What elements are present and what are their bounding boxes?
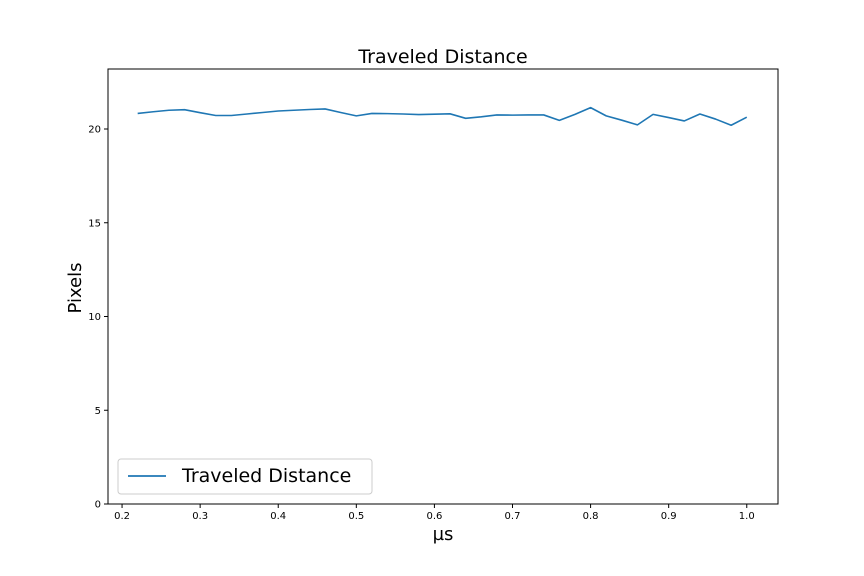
plot-frame [107, 68, 779, 505]
x-tick-label: 0.5 [348, 511, 364, 522]
x-tick-label: 0.3 [192, 511, 208, 522]
chart-title: Traveled Distance [357, 46, 527, 68]
x-tick-label: 0.4 [270, 511, 286, 522]
series-line [137, 106, 748, 127]
legend: Traveled Distance [117, 458, 373, 495]
x-axis-label: µs [433, 524, 454, 545]
y-axis-label: Pixels [65, 262, 86, 313]
x-axis: 0.2 0.3 0.4 0.5 0.6 0.7 0.8 0.9 1.0 [114, 504, 755, 522]
y-tick-label: 5 [95, 406, 101, 417]
y-tick-label: 10 [88, 312, 101, 323]
series-layer [137, 106, 748, 127]
x-tick-label: 0.6 [426, 511, 442, 522]
x-tick-label: 0.7 [505, 511, 521, 522]
x-tick-label: 0.8 [583, 511, 599, 522]
legend-box [117, 458, 373, 495]
plot-area [108, 69, 778, 504]
x-tick-label: 0.9 [661, 511, 677, 522]
y-tick-label: 0 [95, 500, 101, 511]
x-tick-label: 0.2 [114, 511, 130, 522]
y-tick-label: 20 [88, 125, 101, 136]
y-tick-label: 15 [88, 218, 101, 229]
y-axis: 0 5 10 15 20 [88, 125, 108, 511]
legend-label: Traveled Distance [181, 465, 351, 487]
x-tick-label: 1.0 [739, 511, 755, 522]
